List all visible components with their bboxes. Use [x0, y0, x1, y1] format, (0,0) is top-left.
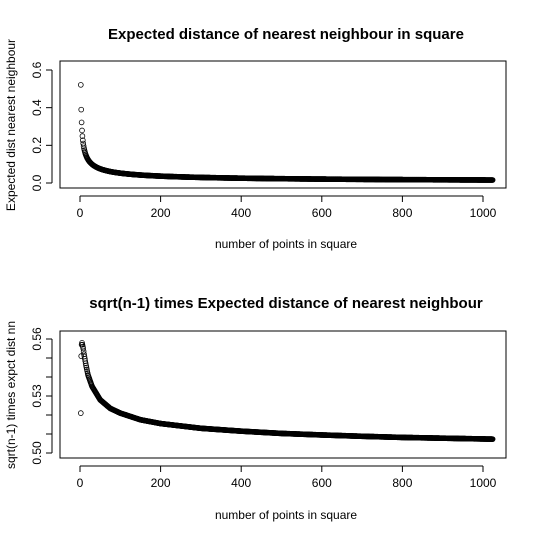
x-tick-label: 600: [312, 476, 332, 490]
top-x-axis-label: number of points in square: [215, 237, 357, 251]
bottom-x-axis: 0 200 400 600 800 1000: [77, 465, 497, 490]
bottom-scatter-points: [78, 339, 496, 442]
y-tick-label: 0.50: [30, 441, 44, 465]
data-point: [80, 345, 87, 352]
top-y-axis: 0.0 0.2 0.4 0.6: [30, 61, 53, 191]
panel-top: Expected distance of nearest neighbour i…: [4, 26, 507, 251]
data-point: [78, 106, 85, 113]
data-point: [78, 119, 85, 126]
y-tick-label: 0.56: [30, 327, 44, 351]
x-tick-label: 200: [151, 206, 171, 220]
y-tick-label: 0.53: [30, 384, 44, 408]
bottom-plot-box: [59, 330, 507, 459]
x-tick-label: 0: [77, 206, 84, 220]
data-point: [79, 127, 85, 134]
x-tick-label: 800: [392, 476, 412, 490]
data-point: [78, 353, 85, 359]
data-point: [489, 436, 496, 442]
data-point: [80, 143, 87, 149]
y-tick-label: 0.4: [30, 99, 44, 116]
data-point: [78, 82, 84, 88]
x-tick-label: 1000: [470, 206, 497, 220]
y-tick-label: 0.2: [30, 137, 44, 154]
top-plot-box: [59, 60, 507, 189]
data-point: [79, 133, 86, 139]
x-tick-label: 800: [392, 206, 412, 220]
data-point: [489, 177, 496, 183]
top-scatter-points: [78, 82, 496, 183]
panel-bottom: sqrt(n-1) times Expected distance of nea…: [4, 295, 507, 522]
data-point: [82, 360, 89, 367]
bottom-x-axis-label: number of points in square: [215, 508, 357, 522]
bottom-y-axis-label: sqrt(n-1) times expct dist nn: [4, 321, 18, 469]
data-point: [80, 137, 86, 144]
bottom-chart-title: sqrt(n-1) times Expected distance of nea…: [89, 295, 483, 312]
top-chart-title: Expected distance of nearest neighbour i…: [108, 26, 464, 43]
x-tick-label: 0: [77, 476, 84, 490]
x-tick-label: 200: [151, 476, 171, 490]
y-tick-label: 0.0: [30, 174, 44, 191]
top-x-axis: 0 200 400 600 800 1000: [77, 195, 497, 220]
x-tick-label: 600: [312, 206, 332, 220]
x-tick-label: 400: [231, 206, 251, 220]
x-tick-label: 1000: [470, 476, 497, 490]
top-y-axis-label: Expected dist nearest neighbour: [4, 39, 18, 211]
data-point: [80, 348, 87, 355]
x-tick-label: 400: [231, 476, 251, 490]
data-point: [78, 410, 84, 416]
bottom-y-axis: 0.50 0.53 0.56: [30, 327, 53, 465]
y-tick-label: 0.6: [30, 61, 44, 78]
